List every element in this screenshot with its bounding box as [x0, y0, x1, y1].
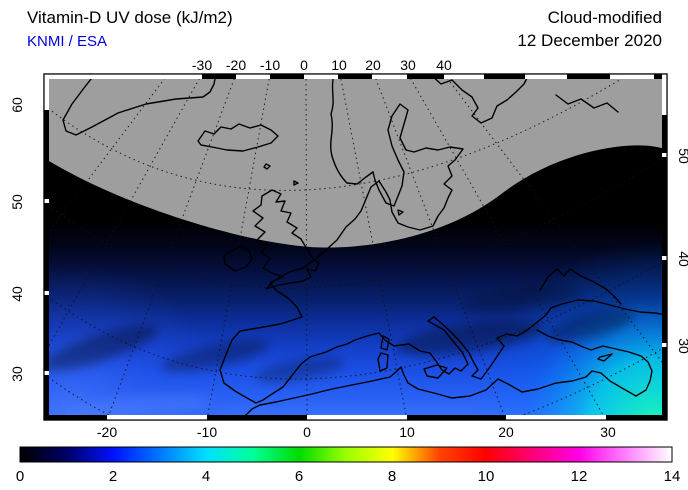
axis-tick-label: 30 — [400, 57, 416, 73]
colorbar-tick-label: 0 — [16, 468, 24, 485]
axis-tick-label: 30 — [600, 424, 616, 440]
axis-tick-label: 20 — [498, 424, 514, 440]
axis-tick-label: 40 — [9, 286, 25, 302]
colorbar: 0 2 4 6 8 10 12 14 — [16, 446, 681, 485]
axis-tick-label: 50 — [9, 194, 25, 210]
data-source-label: KNMI / ESA — [27, 33, 108, 50]
colorbar-tick-label: 6 — [295, 468, 303, 485]
axis-tick-label: 40 — [676, 251, 688, 267]
axis-tick-label: 10 — [331, 57, 347, 73]
colorbar-tick-label: 2 — [109, 468, 117, 485]
date-label: 12 December 2020 — [517, 31, 662, 50]
axis-tick-label: 30 — [9, 366, 25, 382]
axis-tick-label: 60 — [9, 97, 25, 113]
cloud-streaks — [44, 285, 634, 420]
axis-tick-label: 10 — [399, 424, 415, 440]
axis-tick-label: 40 — [436, 57, 452, 73]
map-frame — [43, 73, 668, 421]
colorbar-tick-label: 8 — [388, 468, 396, 485]
map-canvas — [44, 74, 667, 420]
latitude-axis-left: 60 50 40 30 — [9, 97, 25, 382]
axis-tick-label: 0 — [300, 57, 308, 73]
page-title: Vitamin-D UV dose (kJ/m2) — [27, 8, 233, 27]
axis-tick-label: 30 — [676, 338, 688, 354]
axis-tick-label: 50 — [676, 148, 688, 164]
longitude-axis-top: -30 -20 -10 0 10 20 30 40 — [192, 57, 452, 73]
axis-tick-label: -20 — [226, 57, 246, 73]
axis-tick-label: -30 — [192, 57, 212, 73]
axis-tick-label: 20 — [365, 57, 381, 73]
latitude-axis-right: 50 40 30 — [676, 148, 688, 354]
polar-night-region — [44, 74, 667, 248]
axis-tick-label: -20 — [97, 424, 117, 440]
product-type-label: Cloud-modified — [547, 8, 662, 27]
longitude-axis-bottom: -20 -10 0 10 20 30 — [97, 424, 616, 440]
colorbar-tick-label: 12 — [571, 468, 588, 485]
colorbar-gradient — [19, 446, 673, 463]
axis-tick-label: -10 — [260, 57, 280, 73]
colorbar-tick-label: 14 — [664, 468, 681, 485]
axis-tick-label: -10 — [197, 424, 217, 440]
coastlines — [62, 74, 667, 420]
colorbar-tick-label: 4 — [202, 468, 210, 485]
colorbar-tick-label: 10 — [478, 468, 495, 485]
axis-tick-label: 0 — [303, 424, 311, 440]
